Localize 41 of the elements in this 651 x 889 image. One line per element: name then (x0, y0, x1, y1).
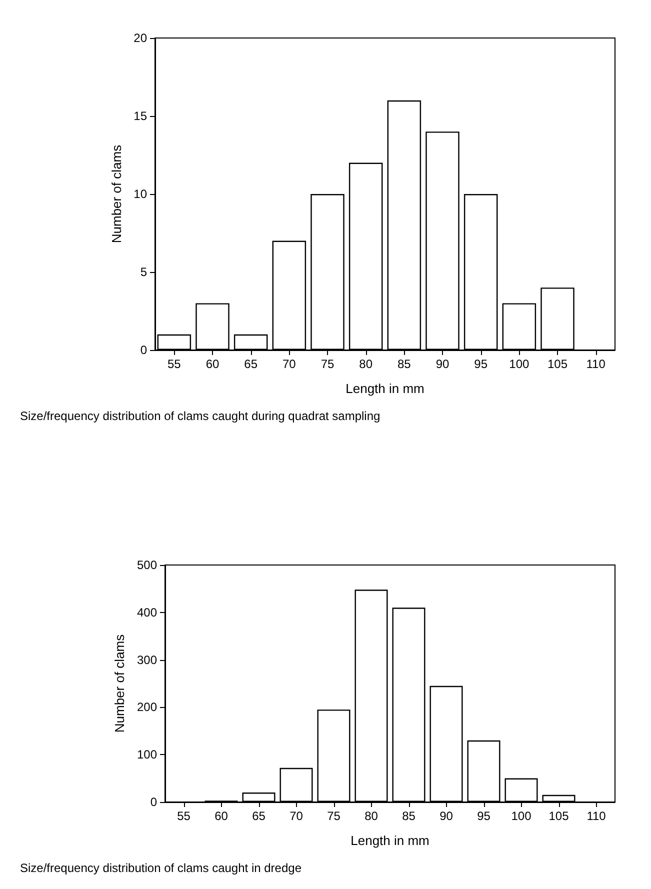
y-tick-label: 10 (134, 187, 148, 201)
text: Size/frequency distribution of clams caught in dredge (20, 861, 302, 875)
x-tick-label: 80 (359, 357, 373, 371)
x-axis-title: Length in mm (350, 833, 430, 848)
x-tick-label: 90 (436, 357, 450, 371)
y-tick-label: 0 (150, 795, 158, 809)
y-tick-label: 20 (134, 31, 148, 45)
y-tick-label: 100 (136, 748, 158, 762)
x-tick-label: 100 (509, 357, 530, 371)
x-tick-label: 85 (402, 809, 416, 823)
y-tick-label: 300 (136, 652, 158, 667)
y-tick-label: 500 (136, 558, 158, 572)
x-tick-label: 105 (547, 357, 568, 371)
x-tick-label: 90 (440, 809, 454, 823)
x-tick-label: 110 (586, 357, 606, 371)
y-tick-label: 200 (136, 700, 158, 714)
x-tick-label: 85 (397, 357, 412, 371)
x-tick-label: 60 (214, 809, 228, 823)
y-tick-label: 400 (136, 605, 158, 620)
x-tick-label: 105 (548, 809, 570, 823)
x-axis-title: Length in mm (346, 381, 424, 396)
x-tick-label: 95 (477, 809, 491, 823)
x-tick-label: 95 (474, 357, 488, 371)
x-tick-label: 80 (364, 809, 378, 823)
x-tick-label: 75 (320, 357, 334, 371)
x-tick-label: 55 (177, 809, 191, 823)
y-axis-title: Number of clams (108, 144, 124, 244)
x-tick-label: 70 (290, 809, 304, 823)
x-tick-label: 65 (252, 809, 266, 823)
x-tick-label: 55 (167, 357, 182, 371)
x-tick-label: 100 (511, 809, 532, 823)
x-tick-label: 60 (206, 357, 220, 371)
x-tick-label: 75 (327, 809, 341, 823)
x-tick-label: 110 (586, 809, 606, 823)
y-tick-label: 5 (140, 265, 148, 279)
y-tick-label: 0 (140, 343, 148, 357)
y-tick-label: 15 (134, 109, 148, 123)
x-tick-label: 70 (282, 357, 296, 371)
y-axis-title: Number of clams (112, 634, 128, 733)
x-tick-label: 65 (244, 357, 258, 371)
text: Size/frequency distribution of clams caught during quadrat sampling (20, 409, 380, 423)
